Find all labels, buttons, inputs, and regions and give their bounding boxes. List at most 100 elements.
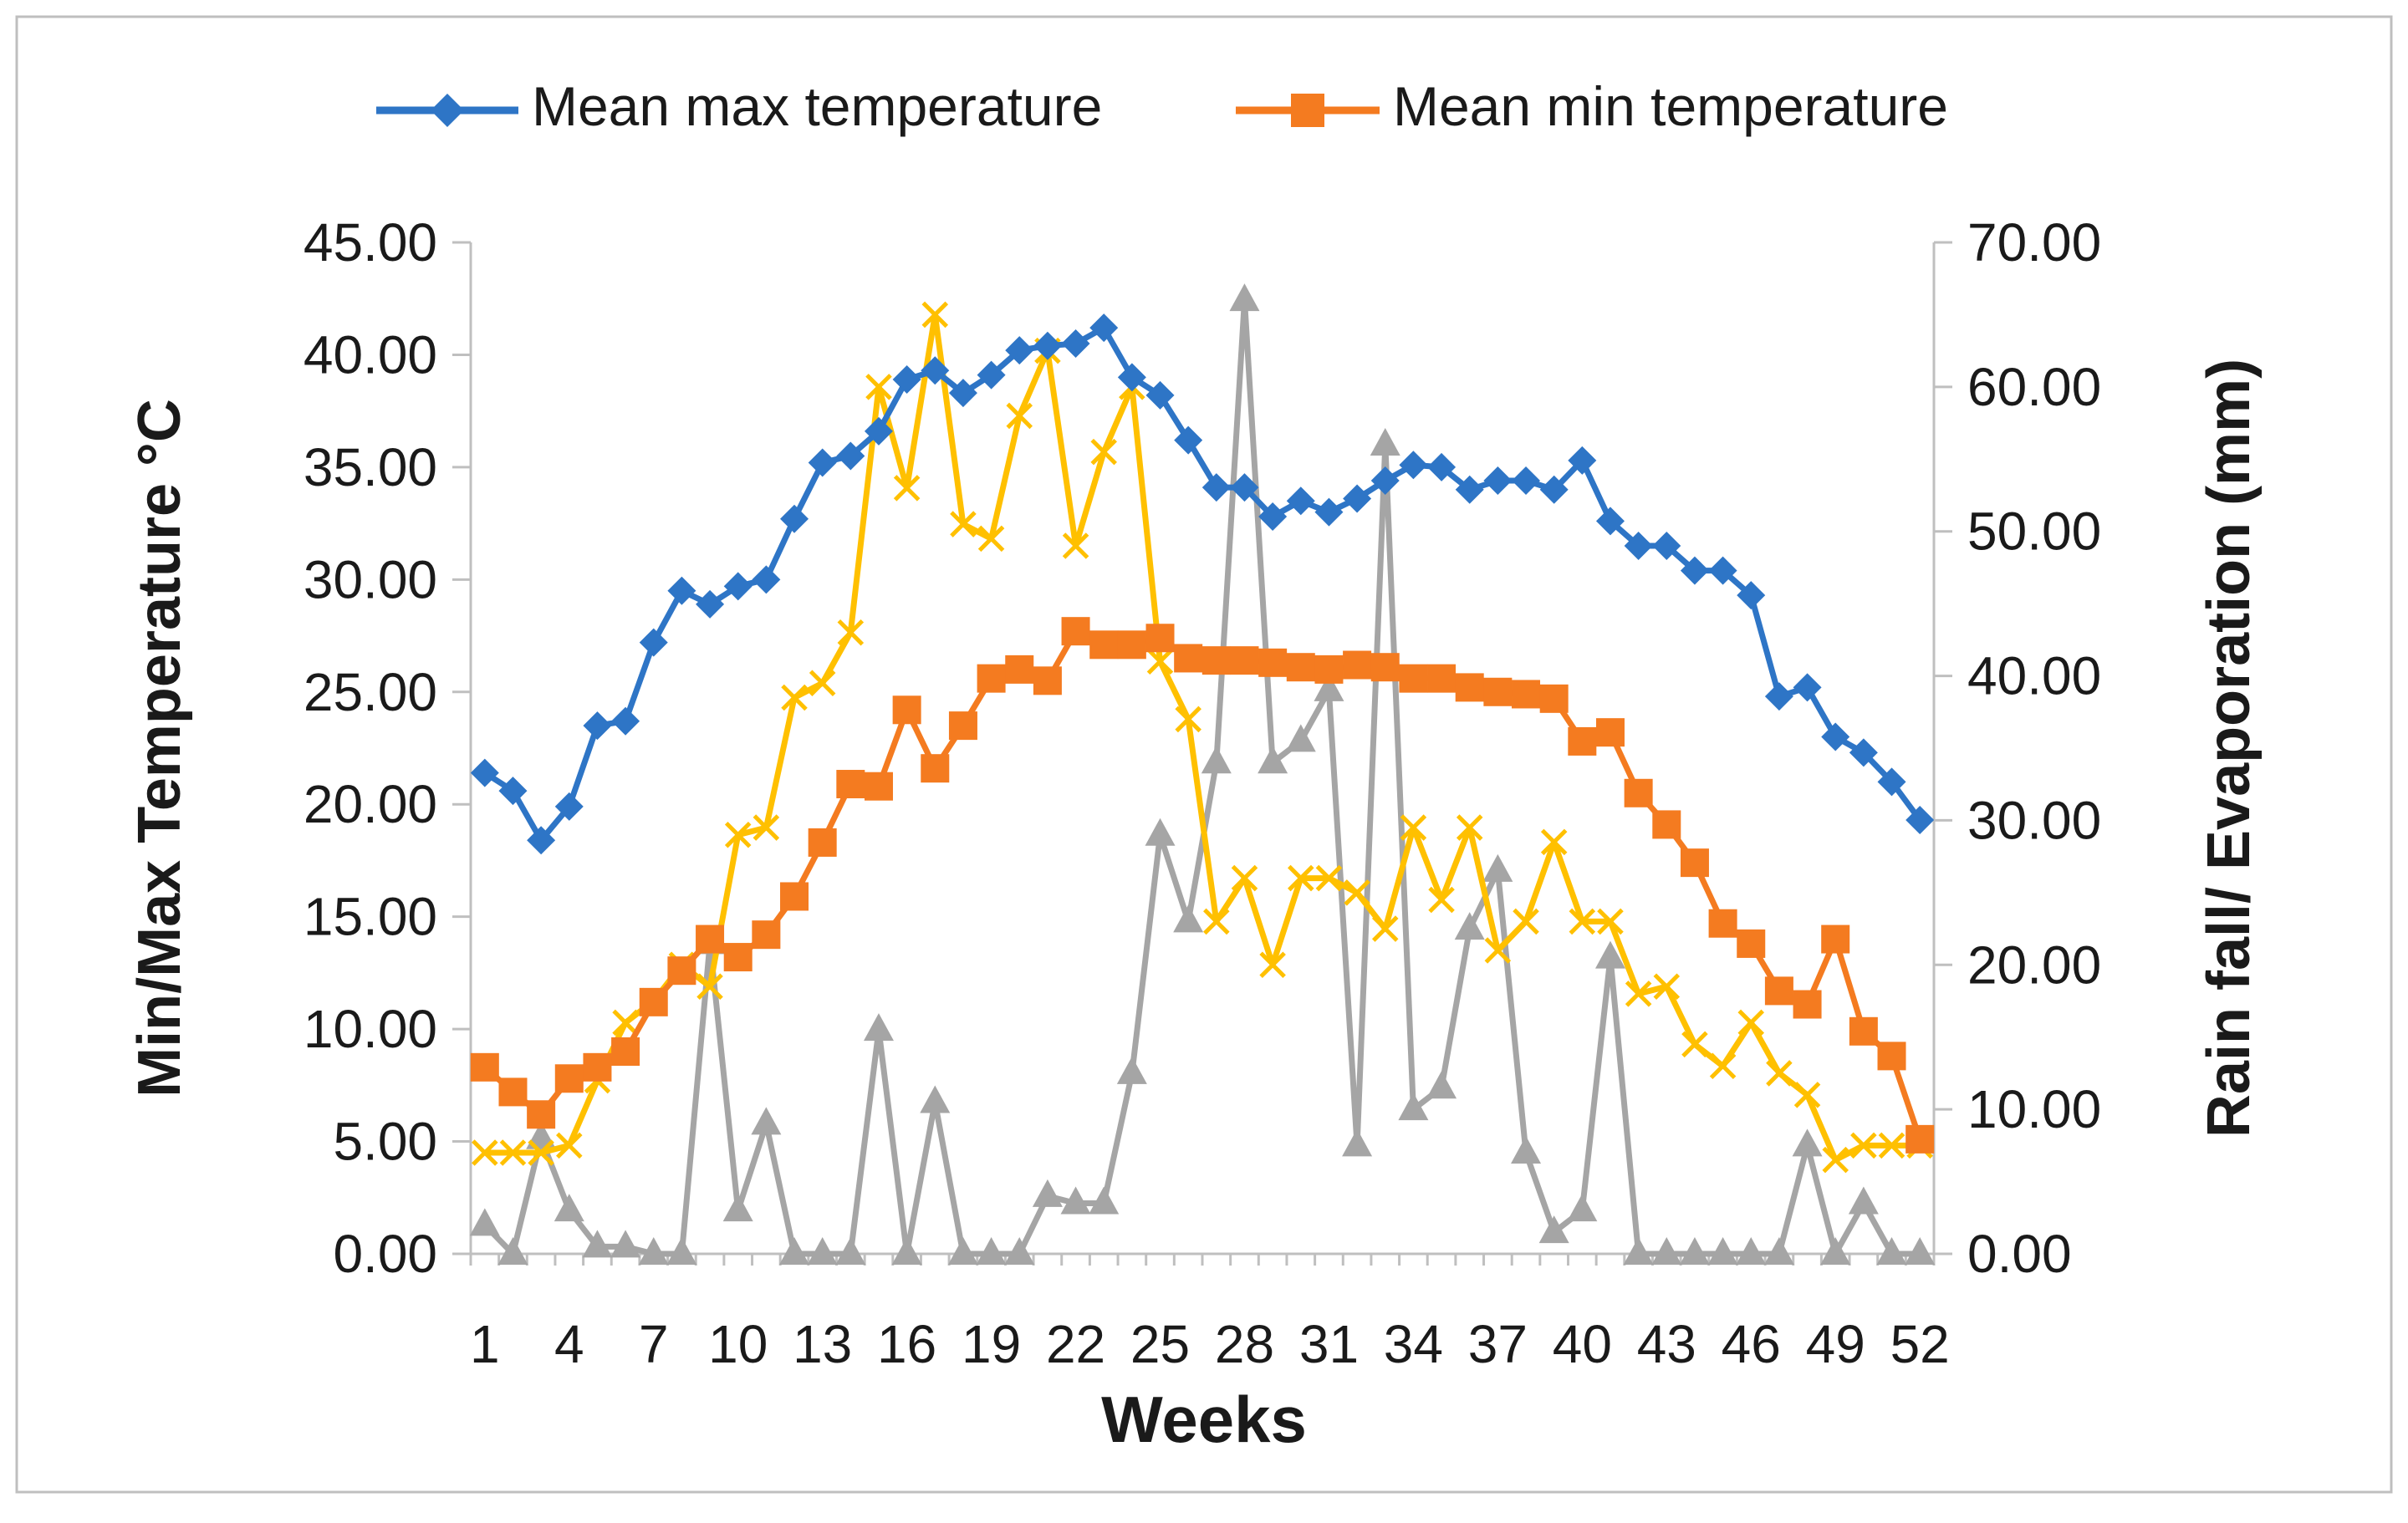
point-evaporation (837, 619, 865, 646)
point-mean-max-temperature (498, 777, 528, 806)
point-evaporation (528, 1139, 554, 1166)
legend-label-min: Mean min temperature (1393, 75, 1948, 137)
point-mean-min-temperature (1680, 848, 1709, 878)
point-mean-max-temperature (1061, 329, 1090, 358)
point-mean-min-temperature (977, 664, 1006, 693)
point-mean-min-temperature (892, 695, 921, 725)
x-axis-title: Weeks (1101, 1383, 1307, 1456)
point-mean-max-temperature (977, 360, 1006, 390)
point-mean-min-temperature (864, 772, 893, 801)
point-mean-min-temperature (1005, 655, 1034, 684)
point-mean-max-temperature (1568, 446, 1597, 475)
point-evaporation (1006, 402, 1033, 430)
point-mean-max-temperature (1793, 673, 1822, 702)
right-tick-label: 50.00 (1967, 502, 2101, 562)
point-rain-fall (1567, 1194, 1598, 1222)
point-mean-max-temperature (1595, 507, 1625, 536)
point-evaporation (1709, 1052, 1737, 1080)
point-evaporation (724, 821, 752, 848)
point-evaporation (1737, 1009, 1765, 1037)
x-tick-label: 4 (554, 1314, 584, 1374)
point-mean-min-temperature (1539, 684, 1569, 713)
point-mean-max-temperature (1174, 425, 1203, 455)
point-rain-fall (1792, 1128, 1823, 1157)
point-mean-max-temperature (948, 379, 977, 408)
point-mean-min-temperature (583, 1052, 612, 1082)
point-mean-max-temperature (667, 576, 696, 605)
y-axis-right-title: Rain fall/ Evaporation (mm) (2196, 359, 2263, 1138)
point-rain-fall (1004, 1237, 1035, 1265)
point-rain-fall (1032, 1179, 1063, 1207)
point-rain-fall (807, 1237, 838, 1265)
point-rain-fall (722, 1194, 753, 1222)
point-mean-min-temperature (527, 1100, 556, 1129)
point-rain-fall (1426, 1071, 1457, 1099)
point-mean-max-temperature (1089, 313, 1119, 343)
left-tick-label: 0.00 (333, 1224, 437, 1284)
point-mean-max-temperature (1821, 722, 1850, 751)
point-mean-max-temperature (1314, 497, 1344, 527)
point-mean-min-temperature (1455, 673, 1484, 702)
left-ticks: 0.00 5.00 10.00 15.00 20.00 25.00 30.00 35.00 40… (304, 212, 471, 1284)
point-mean-min-temperature (1399, 664, 1428, 693)
point-rain-fall (1482, 853, 1513, 882)
point-evaporation (752, 814, 780, 841)
point-mean-max-temperature (1680, 556, 1709, 585)
point-rain-fall (1398, 1093, 1429, 1121)
point-rain-fall (554, 1194, 584, 1222)
point-rain-fall (1116, 1056, 1147, 1084)
point-mean-min-temperature (470, 1052, 499, 1082)
point-rain-fall (1820, 1237, 1851, 1265)
point-evaporation (1822, 1146, 1849, 1174)
point-mean-min-temperature (1877, 1042, 1906, 1071)
point-rain-fall (863, 1013, 894, 1042)
point-mean-min-temperature (611, 1037, 640, 1066)
series-line-mean-max-temperature (482, 324, 1923, 843)
point-mean-max-temperature (1258, 502, 1288, 532)
point-mean-min-temperature (1117, 630, 1146, 660)
point-evaporation (1175, 705, 1201, 733)
point-rain-fall (610, 1230, 641, 1258)
point-evaporation (696, 973, 723, 1000)
point-mean-max-temperature (1849, 738, 1878, 767)
point-rain-fall (1876, 1237, 1907, 1265)
point-mean-min-temperature (1258, 648, 1288, 677)
point-evaporation (1484, 937, 1512, 964)
left-tick-label: 35.00 (304, 437, 437, 497)
series-line-rain-fall (482, 297, 1921, 1257)
point-mean-min-temperature (1201, 646, 1231, 675)
point-rain-fall (1314, 673, 1344, 701)
point-rain-fall (1848, 1186, 1879, 1215)
point-rain-fall (1060, 1186, 1091, 1215)
point-rain-fall (1201, 746, 1232, 774)
left-tick-label: 25.00 (304, 662, 437, 722)
point-mean-min-temperature (1568, 726, 1597, 756)
point-evaporation (921, 301, 949, 329)
right-tick-label: 0.00 (1967, 1224, 2072, 1284)
point-mean-max-temperature (1455, 475, 1484, 504)
point-evaporation (1597, 908, 1624, 935)
point-rain-fall (1538, 1215, 1569, 1244)
point-mean-min-temperature (1512, 680, 1541, 709)
point-mean-min-temperature (1793, 990, 1822, 1019)
point-rain-fall (1736, 1237, 1767, 1265)
point-rain-fall (638, 1237, 669, 1265)
point-rain-fall (976, 1237, 1007, 1265)
x-tick-label: 1 (470, 1314, 500, 1374)
point-mean-max-temperature (1737, 581, 1766, 610)
point-mean-max-temperature (1624, 532, 1653, 560)
point-mean-max-temperature (1117, 363, 1146, 392)
point-mean-max-temperature (1427, 452, 1457, 481)
point-mean-max-temperature (836, 441, 865, 471)
chart-border (15, 15, 2393, 1494)
point-rain-fall (582, 1230, 613, 1258)
point-mean-max-temperature (892, 365, 921, 395)
point-mean-max-temperature (1399, 451, 1428, 480)
point-mean-min-temperature (1343, 650, 1372, 680)
point-evaporation (499, 1139, 527, 1166)
point-mean-max-temperature (1370, 466, 1400, 496)
point-mean-min-temperature (1708, 909, 1737, 938)
point-mean-min-temperature (808, 828, 837, 857)
point-mean-max-temperature (1145, 380, 1175, 410)
